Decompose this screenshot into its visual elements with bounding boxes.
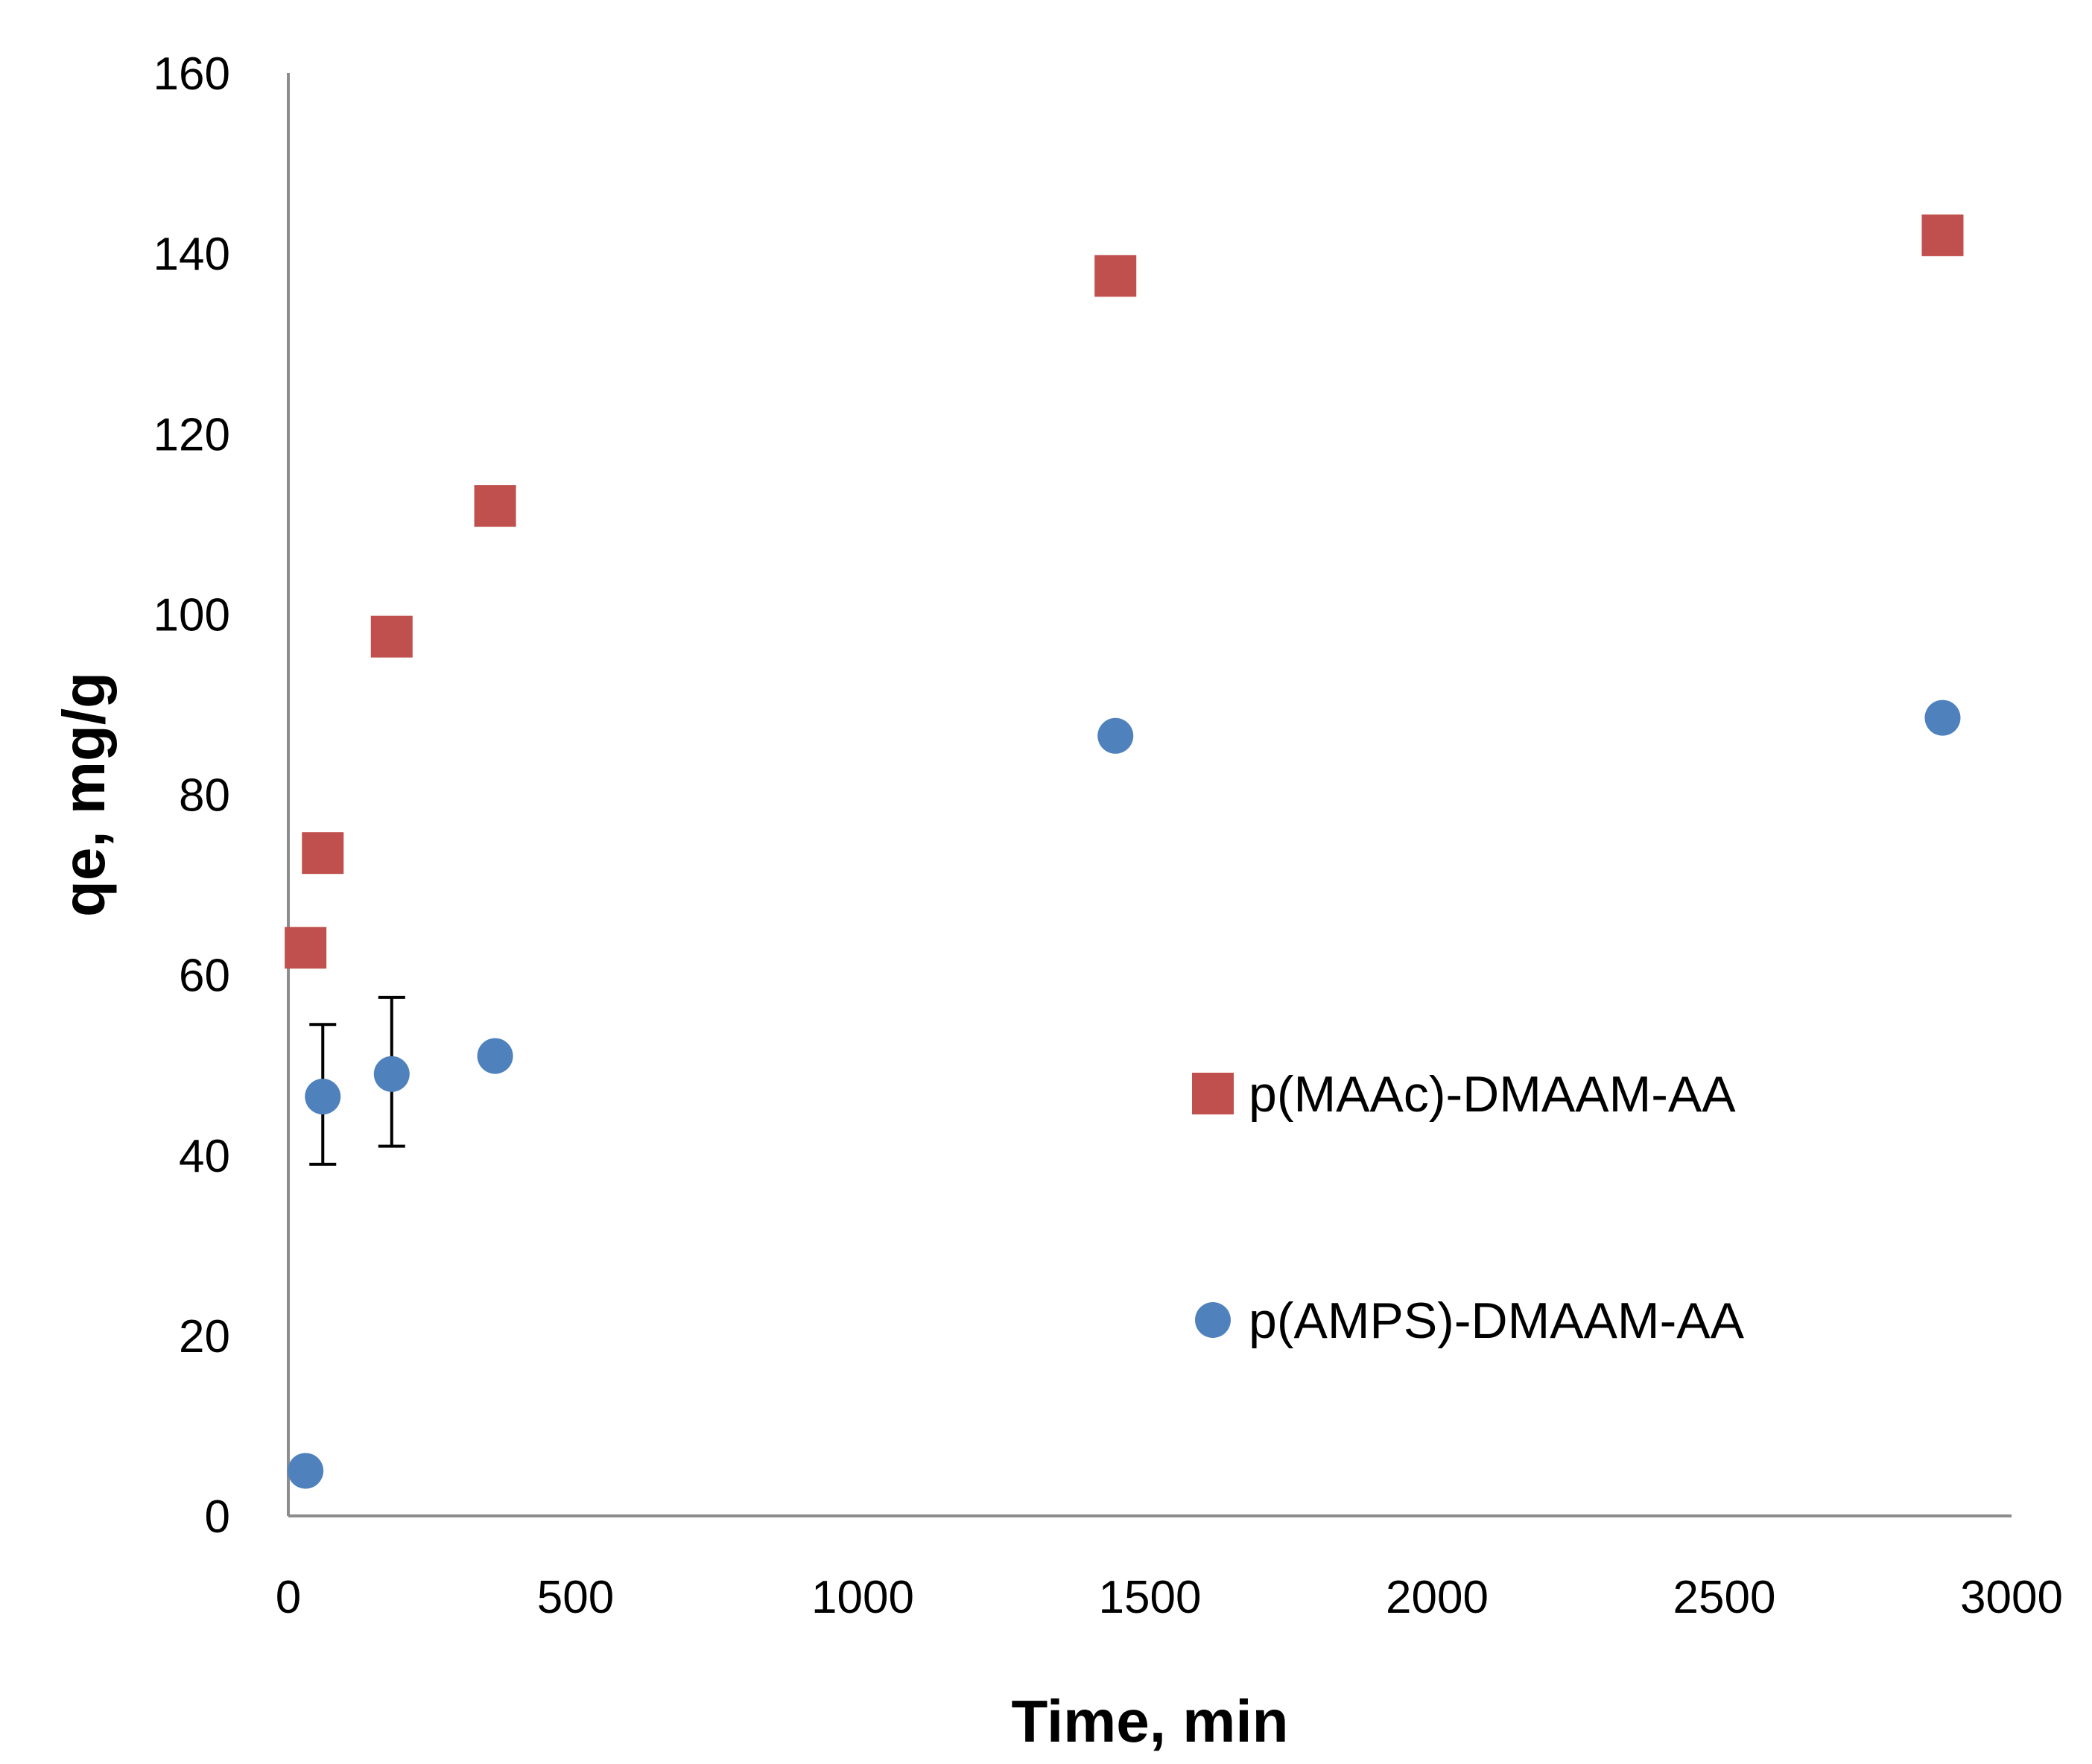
square-data-point [370,615,413,658]
y-tick-label: 140 [153,229,230,280]
x-axis-title: Time, min [1012,1688,1289,1754]
circle-data-point [1924,699,1961,736]
legend-item: p(AMPS)-DMAAM-AA [1195,1292,1745,1349]
legend-label: p(MAAc)-DMAAM-AA [1249,1066,1736,1123]
x-tick-label: 1500 [1099,1572,1202,1623]
circle-data-point [373,1056,410,1092]
x-tick-labels: 0 500 1000 1500 2000 2500 3000 [276,1572,2063,1623]
x-tick-label: 2000 [1386,1572,1489,1623]
x-tick-label: 3000 [1960,1572,2063,1623]
y-tick-labels: 0 20 40 60 80 100 120 140 160 [153,48,230,1543]
y-tick-label: 20 [179,1311,230,1362]
circle-data-point [288,1453,324,1489]
square-data-point [474,485,516,527]
legend-label: p(AMPS)-DMAAM-AA [1249,1292,1745,1349]
circle-data-point [305,1079,341,1115]
y-tick-label: 100 [153,589,230,641]
axes [287,73,2012,1517]
square-data-point [1921,214,1964,256]
y-tick-label: 160 [153,48,230,100]
legend-marker [1195,1302,1231,1338]
circle-data-point [1097,717,1134,754]
data-points [285,214,1964,1489]
y-tick-label: 40 [179,1131,230,1182]
x-tick-label: 1000 [811,1572,914,1623]
y-axis-title: qe, mg/g [51,672,117,917]
y-tick-label: 120 [153,409,230,460]
x-tick-label: 2500 [1673,1572,1776,1623]
legend-marker [1192,1073,1234,1114]
y-tick-label: 0 [205,1491,230,1543]
square-data-point [1094,255,1137,297]
y-tick-label: 80 [179,770,230,822]
circle-data-point [477,1038,513,1074]
square-data-point [285,927,327,969]
x-tick-label: 0 [276,1572,301,1623]
x-tick-label: 500 [537,1572,614,1623]
square-data-point [302,832,344,875]
y-tick-label: 60 [179,951,230,1002]
legend-item: p(MAAc)-DMAAM-AA [1192,1066,1736,1123]
legend: p(MAAc)-DMAAM-AA p(AMPS)-DMAAM-AA [1192,1066,1745,1349]
